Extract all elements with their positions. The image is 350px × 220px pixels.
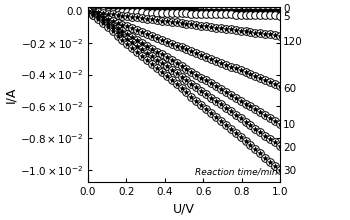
Text: 120: 120: [283, 37, 303, 47]
Text: 10: 10: [283, 120, 296, 130]
Text: 30: 30: [283, 166, 296, 176]
Y-axis label: I/A: I/A: [4, 87, 17, 103]
Text: Reaction time/min: Reaction time/min: [195, 167, 277, 176]
Text: 5: 5: [283, 12, 289, 22]
X-axis label: U/V: U/V: [173, 203, 195, 216]
Text: 20: 20: [283, 143, 296, 152]
Text: 0: 0: [283, 4, 289, 14]
Text: 60: 60: [283, 84, 296, 94]
